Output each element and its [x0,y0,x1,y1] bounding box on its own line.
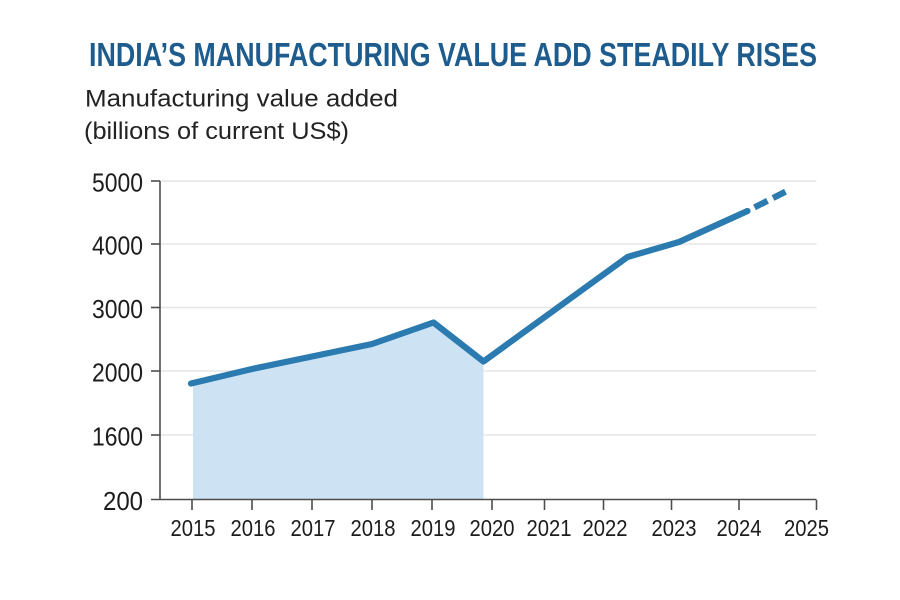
svg-text:Manufacturing value added: Manufacturing value added [85,85,398,112]
svg-text:2015: 2015 [171,515,216,541]
svg-text:2019: 2019 [411,515,456,541]
svg-text:2024: 2024 [717,515,762,541]
svg-text:2022: 2022 [583,515,628,541]
svg-text:2020: 2020 [470,515,515,541]
svg-text:4000: 4000 [92,230,143,260]
svg-text:2016: 2016 [231,515,276,541]
svg-text:3000: 3000 [92,294,143,324]
svg-text:2023: 2023 [652,515,697,541]
svg-text:2025: 2025 [784,515,829,541]
svg-text:2000: 2000 [92,357,143,387]
svg-text:2018: 2018 [351,515,396,541]
svg-text:2017: 2017 [291,515,336,541]
svg-text:INDIA’S MANUFACTURING VALUE AD: INDIA’S MANUFACTURING VALUE ADD STEADILY… [89,36,817,73]
svg-text:1600: 1600 [92,421,143,451]
svg-text:(billions of current US$): (billions of current US$) [84,118,349,145]
svg-text:5000: 5000 [92,167,143,197]
svg-text:200: 200 [103,486,143,516]
svg-text:2021: 2021 [527,515,572,541]
